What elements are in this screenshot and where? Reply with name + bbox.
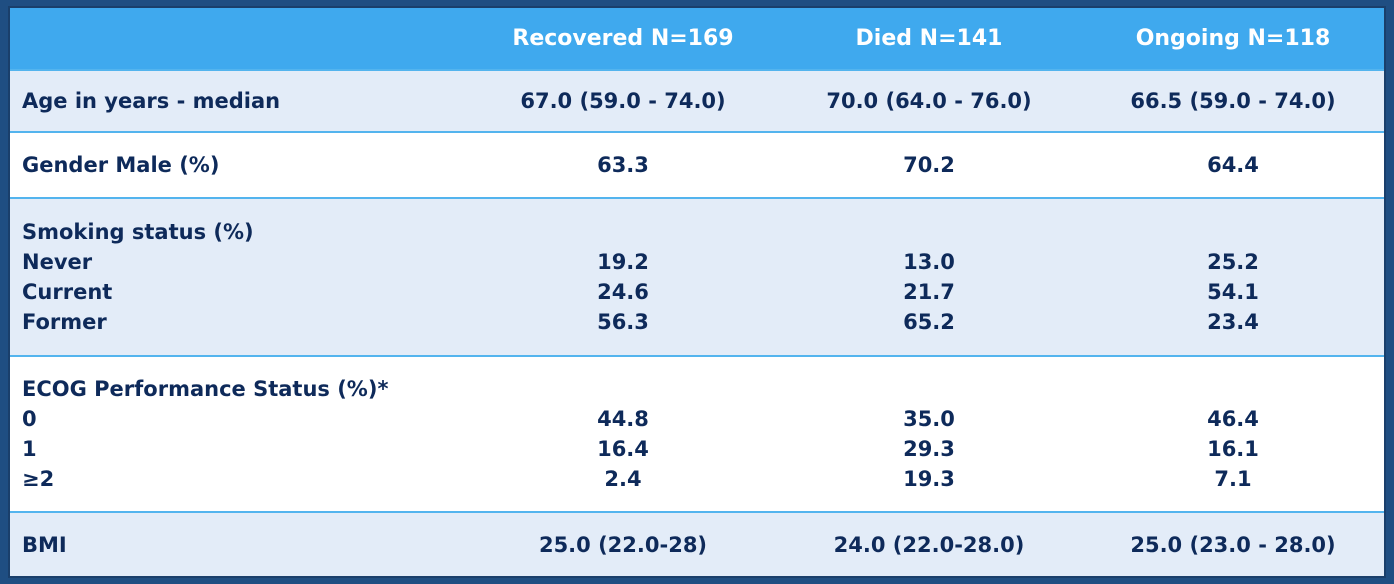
header-blank — [10, 8, 470, 70]
smoking-former-label: Former — [22, 310, 107, 334]
smoking-current-label: Current — [22, 280, 113, 304]
ecog-0-died: 35.0 — [903, 407, 955, 431]
smoking-never-recovered: 19.2 — [597, 250, 649, 274]
characteristics-table-frame: Recovered N=169 Died N=141 Ongoing N=118… — [10, 8, 1384, 576]
bmi-recovered: 25.0 (22.0-28) — [538, 532, 708, 557]
ecog-2plus-recovered: 2.4 — [604, 467, 642, 491]
smoking-former-died: 65.2 — [903, 310, 955, 334]
smoking-ongoing-cell: 25.2 54.1 23.4 — [1082, 198, 1384, 356]
smoking-label-cell: Smoking status (%) Never Current Former — [10, 198, 470, 356]
ecog-1-ongoing: 16.1 — [1207, 437, 1259, 461]
smoking-recovered-cell: 19.2 24.6 56.3 — [470, 198, 776, 356]
ecog-1-label: 1 — [22, 437, 37, 461]
row-bmi: BMI 25.0 (22.0-28) 24.0 (22.0-28.0) 25.0… — [10, 512, 1384, 576]
smoking-current-died: 21.7 — [903, 280, 955, 304]
header-ongoing: Ongoing N=118 — [1135, 26, 1331, 51]
ecog-1-died: 29.3 — [903, 437, 955, 461]
ecog-ongoing-cell: 46.4 16.1 7.1 — [1082, 356, 1384, 512]
header-recovered: Recovered N=169 — [512, 26, 734, 51]
ecog-label: ECOG Performance Status (%)* — [22, 377, 389, 401]
smoking-current-recovered: 24.6 — [597, 280, 649, 304]
row-age: Age in years - median 67.0 (59.0 - 74.0)… — [10, 70, 1384, 132]
header-row: Recovered N=169 Died N=141 Ongoing N=118 — [10, 8, 1384, 70]
age-ongoing: 66.5 (59.0 - 74.0) — [1130, 89, 1336, 113]
smoking-never-label: Never — [22, 250, 93, 274]
ecog-0-label: 0 — [22, 407, 37, 431]
smoking-label: Smoking status (%) — [22, 220, 254, 244]
bmi-ongoing: 25.0 (23.0 - 28.0) — [1130, 532, 1336, 557]
smoking-never-ongoing: 25.2 — [1207, 250, 1259, 274]
age-label: Age in years - median — [22, 89, 281, 113]
ecog-2plus-died: 19.3 — [903, 467, 955, 491]
bmi-label: BMI — [22, 532, 67, 557]
bmi-died: 24.0 (22.0-28.0) — [833, 532, 1025, 557]
ecog-died-cell: 35.0 29.3 19.3 — [776, 356, 1082, 512]
ecog-1-recovered: 16.4 — [597, 437, 649, 461]
gender-recovered: 63.3 — [597, 153, 649, 177]
ecog-0-recovered: 44.8 — [597, 407, 649, 431]
row-ecog: ECOG Performance Status (%)* 0 1 ≥2 44.8… — [10, 356, 1384, 512]
ecog-recovered-cell: 44.8 16.4 2.4 — [470, 356, 776, 512]
smoking-died-cell: 13.0 21.7 65.2 — [776, 198, 1082, 356]
ecog-0-ongoing: 46.4 — [1207, 407, 1259, 431]
gender-label: Gender Male (%) — [22, 153, 220, 177]
smoking-former-recovered: 56.3 — [597, 310, 649, 334]
age-recovered: 67.0 (59.0 - 74.0) — [520, 89, 726, 113]
ecog-label-cell: ECOG Performance Status (%)* 0 1 ≥2 — [10, 356, 470, 512]
smoking-current-ongoing: 54.1 — [1207, 280, 1259, 304]
characteristics-table: Recovered N=169 Died N=141 Ongoing N=118… — [10, 8, 1384, 576]
row-gender: Gender Male (%) 63.3 70.2 64.4 — [10, 132, 1384, 198]
age-died: 70.0 (64.0 - 76.0) — [826, 89, 1032, 113]
row-smoking: Smoking status (%) Never Current Former … — [10, 198, 1384, 356]
smoking-never-died: 13.0 — [903, 250, 955, 274]
gender-ongoing: 64.4 — [1207, 153, 1259, 177]
ecog-2plus-label: ≥2 — [22, 467, 55, 491]
ecog-2plus-ongoing: 7.1 — [1214, 467, 1252, 491]
gender-died: 70.2 — [903, 153, 955, 177]
smoking-former-ongoing: 23.4 — [1207, 310, 1259, 334]
header-died: Died N=141 — [855, 26, 1003, 51]
